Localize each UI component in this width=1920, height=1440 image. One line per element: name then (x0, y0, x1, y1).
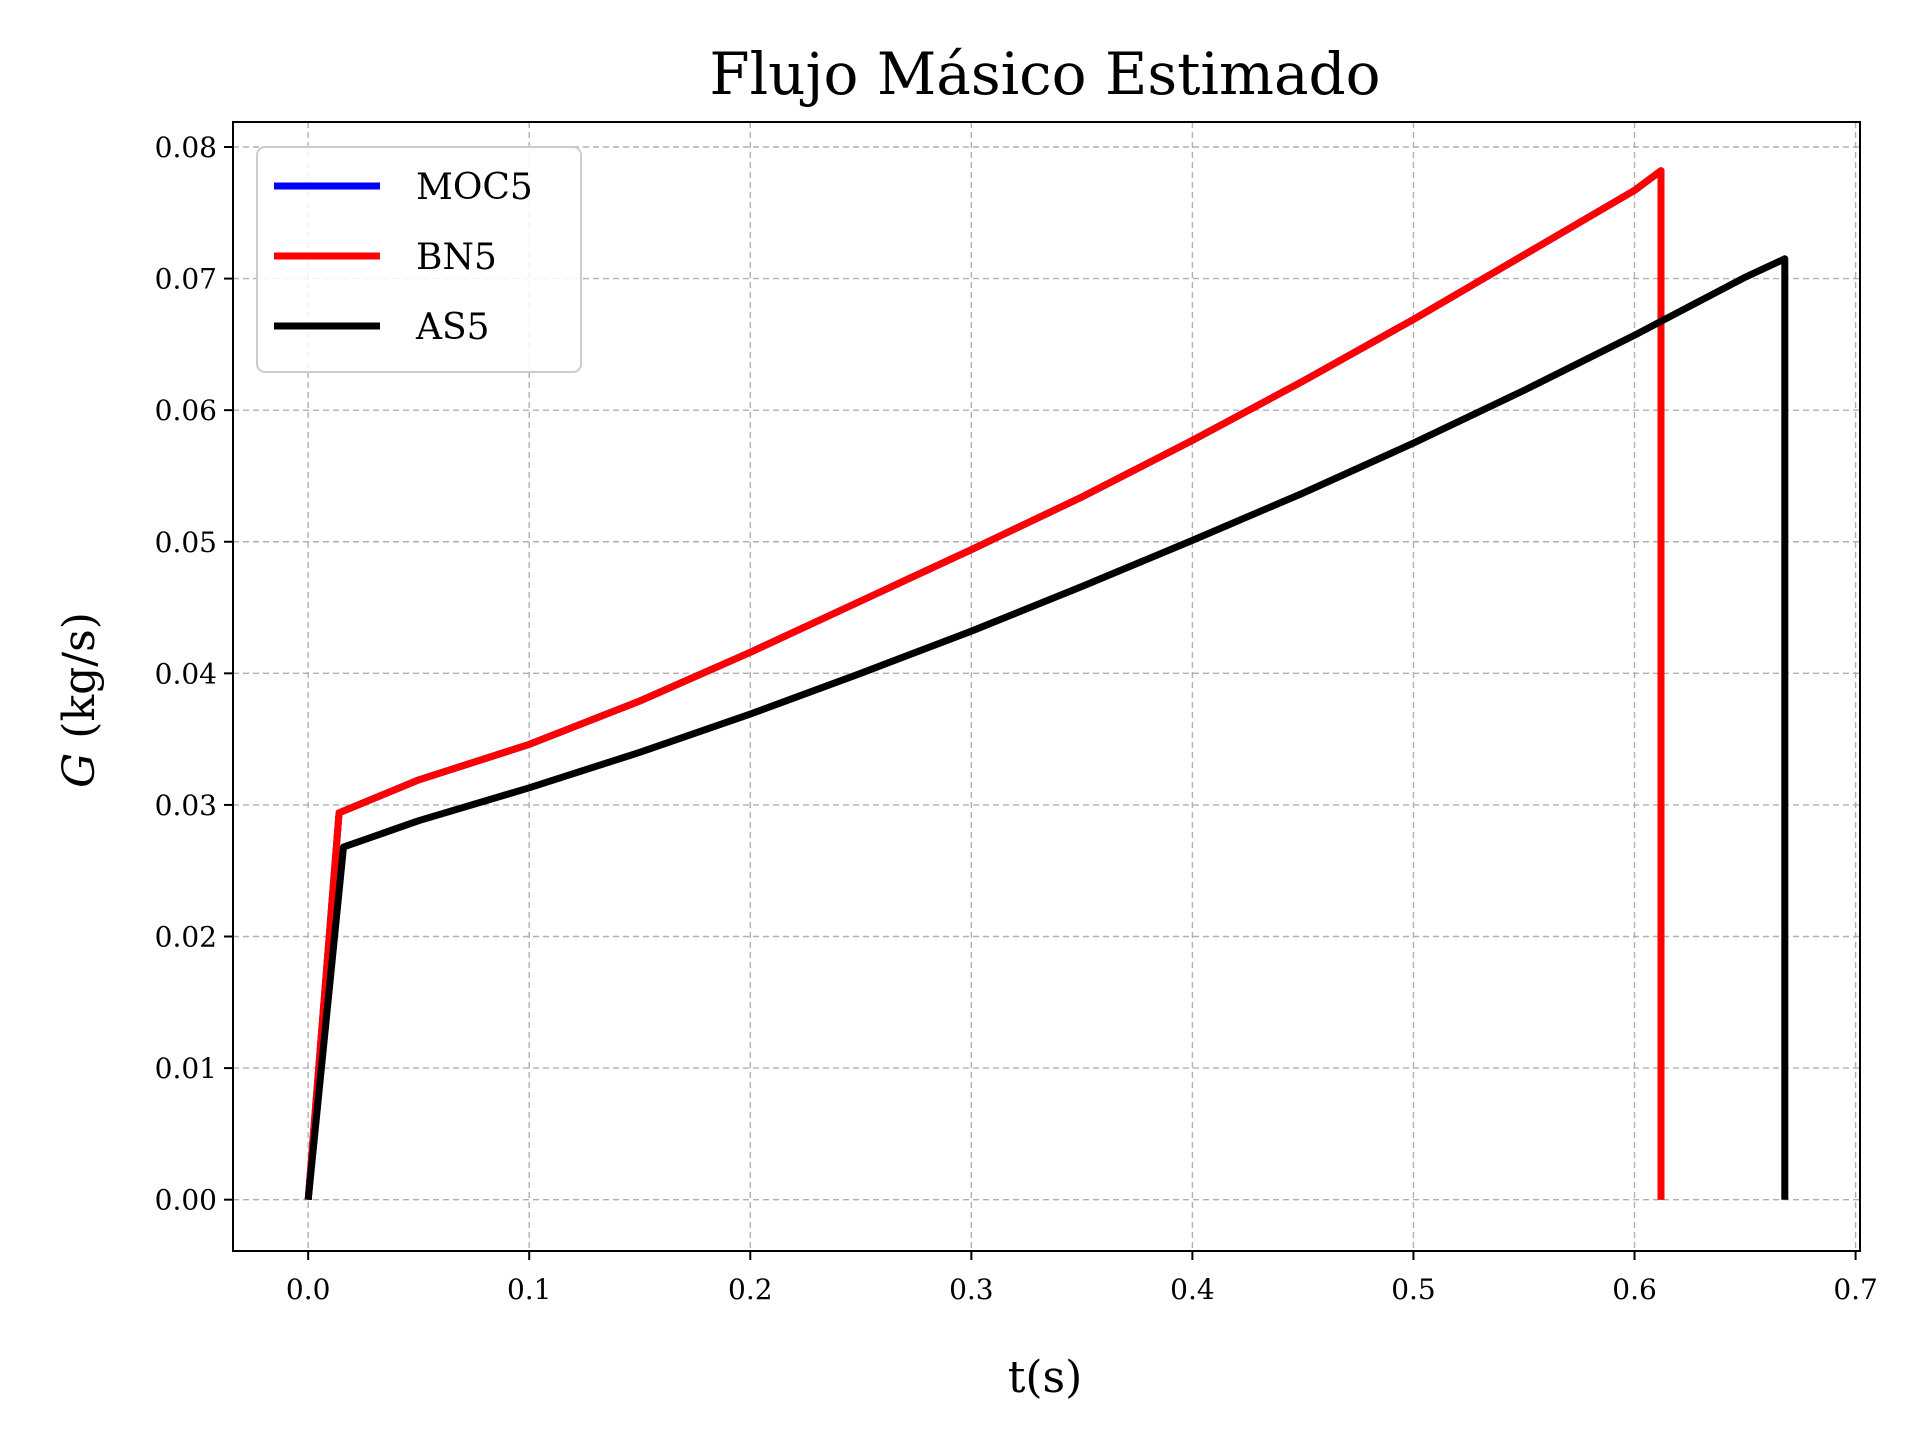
legend: MOC5 BN5 AS5 (256, 146, 582, 373)
y-tick-label: 0.02 (155, 921, 217, 954)
plot-frame (232, 121, 1861, 1252)
legend-label-as5: AS5 (415, 307, 490, 348)
chart-title: Flujo Másico Estimado (709, 40, 1380, 108)
y-axis-symbol: G (54, 753, 105, 788)
series-lines (304, 167, 1789, 1201)
y-tick-label: 0.08 (155, 131, 217, 164)
series-line-bn5 (304, 167, 1665, 1200)
y-tick-label: 0.06 (155, 394, 217, 427)
x-tick-label: 0.6 (1612, 1273, 1657, 1306)
y-axis-unit: (kg/s) (54, 612, 105, 739)
legend-box (256, 146, 582, 373)
y-tick-label: 0.00 (155, 1184, 217, 1217)
y-axis-title: G (kg/s) (54, 612, 105, 788)
x-tick-label: 0.0 (286, 1273, 331, 1306)
x-tick-label: 0.3 (949, 1273, 994, 1306)
x-tick-label: 0.7 (1833, 1273, 1878, 1306)
y-tick-label: 0.03 (155, 789, 217, 822)
legend-label-moc5: MOC5 (416, 167, 533, 208)
axis-ticks: 0.0 0.1 0.2 0.3 0.4 0.5 0.6 0.7 0.00 0.01 0.02 0.03… (155, 131, 1878, 1306)
y-tick-label: 0.04 (155, 657, 217, 690)
y-tick-label: 0.07 (155, 263, 217, 296)
x-tick-label: 0.4 (1170, 1273, 1215, 1306)
series-line-as5 (304, 255, 1789, 1201)
x-axis-title: t(s) (1008, 1352, 1083, 1403)
y-tick-label: 0.01 (155, 1052, 217, 1085)
x-tick-label: 0.2 (728, 1273, 773, 1306)
y-tick-label: 0.05 (155, 526, 217, 559)
x-tick-label: 0.5 (1391, 1273, 1436, 1306)
legend-label-bn5: BN5 (416, 237, 497, 278)
x-tick-label: 0.1 (507, 1273, 552, 1306)
